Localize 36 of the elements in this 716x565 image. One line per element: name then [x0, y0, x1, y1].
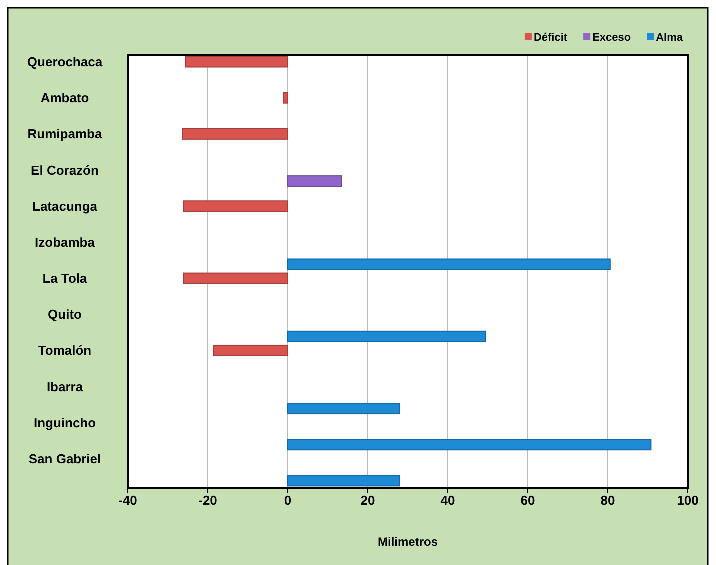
x-tick-label: 40	[440, 493, 456, 508]
y-tick-label: Quito	[48, 307, 82, 322]
bar	[186, 56, 288, 68]
bar	[288, 258, 611, 270]
y-tick-label: La Tola	[42, 271, 88, 286]
x-axis-title: Milimetros	[378, 535, 438, 549]
bar	[288, 176, 342, 188]
bar	[288, 439, 652, 451]
y-tick-label: Ambato	[40, 90, 90, 106]
y-tick-label: Latacunga	[32, 198, 98, 214]
y-tick-label: Tomalón	[38, 343, 92, 358]
legend-label: Exceso	[592, 32, 632, 44]
bar	[184, 272, 288, 284]
x-tick-label: 0	[284, 493, 292, 508]
bar	[284, 92, 288, 104]
bar	[288, 475, 400, 487]
y-tick-label: Izobamba	[35, 234, 96, 250]
y-tick-label: San Gabriel	[28, 451, 102, 466]
bar	[288, 330, 486, 342]
bar	[288, 403, 400, 415]
y-tick-label: Querochaca	[27, 54, 104, 70]
x-tick-label: -20	[198, 493, 218, 508]
x-tick-label: 100	[677, 493, 699, 508]
x-tick-label: -40	[118, 493, 138, 508]
bar	[184, 200, 288, 212]
y-tick-label: Rumipamba	[28, 126, 103, 142]
y-tick-label: Inguincho	[34, 415, 96, 430]
x-tick-label: 80	[600, 493, 616, 508]
bar	[182, 128, 288, 140]
y-tick-label: Ibarra	[46, 379, 84, 394]
bar	[213, 344, 288, 356]
legend-label: Alma	[656, 32, 684, 44]
x-tick-label: 20	[360, 493, 376, 508]
x-tick-label: 60	[520, 493, 536, 508]
y-tick-label: El Corazón	[31, 162, 99, 178]
legend-label: Déficit	[534, 32, 568, 44]
